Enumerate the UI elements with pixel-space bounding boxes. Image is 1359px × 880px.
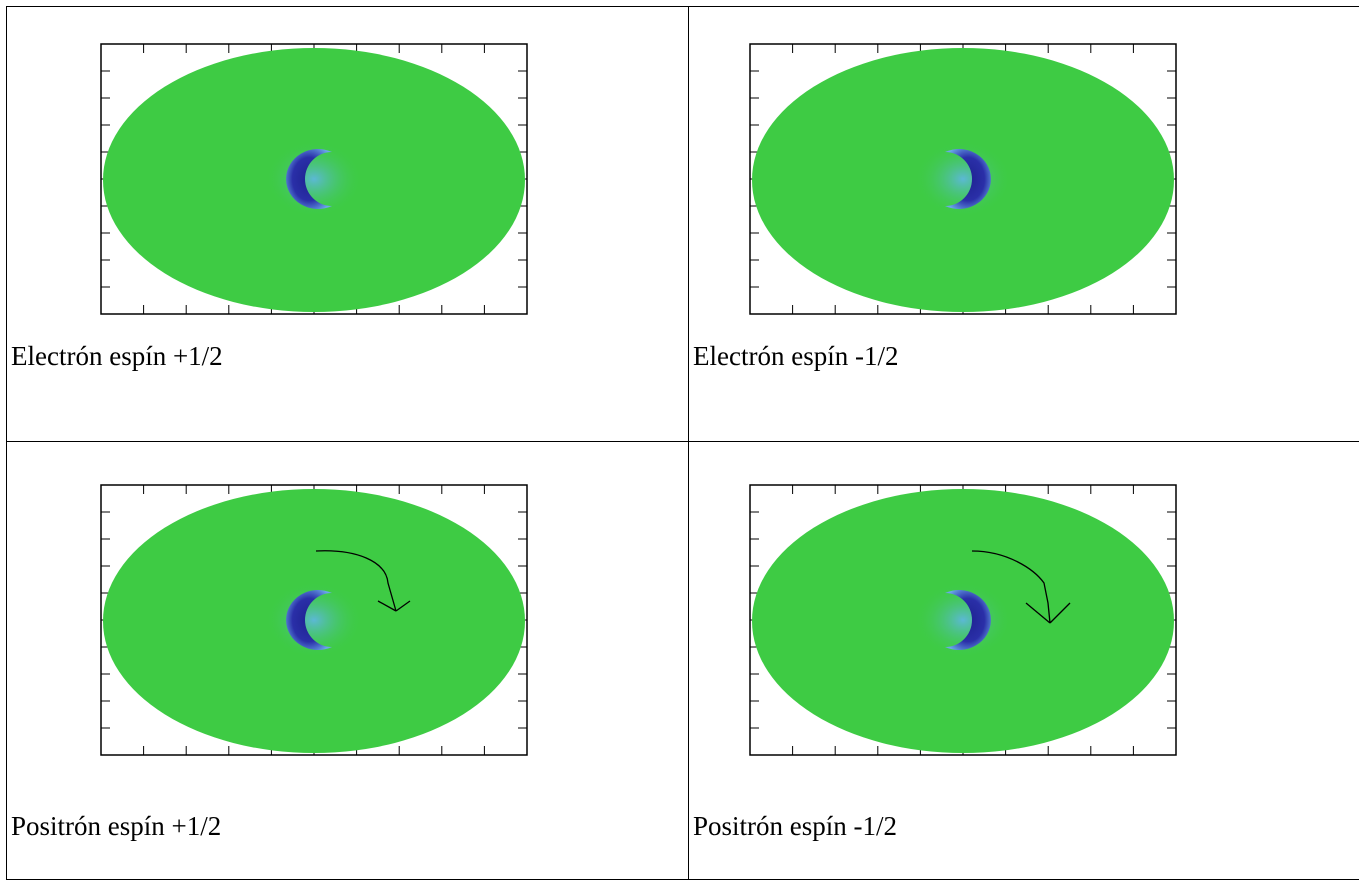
cell-electron-spin-down: Electrón espín -1/2: [689, 7, 1359, 442]
caption-electron-spin-up: Electrón espín +1/2: [11, 341, 223, 372]
cell-positron-spin-up: Positrón espín +1/2: [7, 442, 689, 880]
caption-positron-spin-up: Positrón espín +1/2: [11, 811, 221, 842]
plot-electron-spin-up: [7, 7, 689, 337]
caption-positron-spin-down: Positrón espín -1/2: [693, 811, 897, 842]
plot-positron-spin-down: [689, 442, 1359, 802]
plot-positron-spin-up: [7, 442, 689, 802]
figure-grid: Electrón espín +1/2 Electrón espín -1/2 …: [6, 6, 1359, 880]
cell-positron-spin-down: Positrón espín -1/2: [689, 442, 1359, 880]
cell-electron-spin-up: Electrón espín +1/2: [7, 7, 689, 442]
caption-electron-spin-down: Electrón espín -1/2: [693, 341, 898, 372]
plot-electron-spin-down: [689, 7, 1359, 337]
